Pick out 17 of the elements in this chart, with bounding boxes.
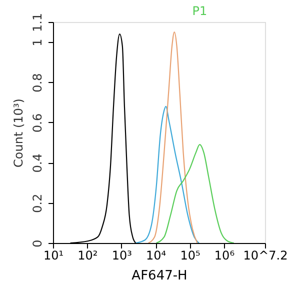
x-tick-label: 10⁶ — [214, 248, 235, 262]
x-tick-label: 10¹ — [43, 248, 64, 262]
y-tick-label: 1 — [30, 38, 44, 46]
x-tick-label: 10^7.2 — [243, 248, 288, 262]
x-tick-label: 10⁴ — [146, 248, 166, 262]
y-tick-label: 1.1 — [30, 12, 44, 32]
x-tick-label: 10⁵ — [180, 248, 200, 262]
y-tick-label: 0.4 — [30, 154, 44, 173]
x-tick-label: 10³ — [112, 248, 132, 262]
x-tick-label: 10² — [78, 248, 98, 262]
y-axis-title: Count (10³) — [12, 98, 26, 168]
text: P1 — [192, 4, 208, 18]
y-tick-label: 0.6 — [30, 113, 44, 132]
x-axis-title: AF647-H — [132, 268, 188, 284]
y-tick-label: 0.8 — [30, 73, 44, 92]
y-tick-label: 0 — [30, 240, 44, 248]
y-tick-label: 0.2 — [30, 194, 44, 213]
